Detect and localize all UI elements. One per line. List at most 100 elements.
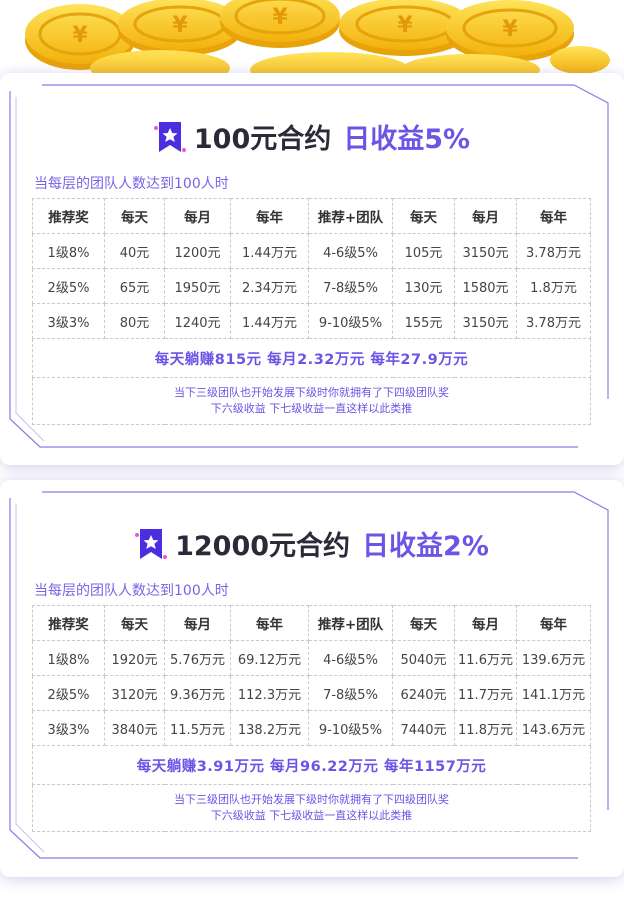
table-cell: 1级8%	[32, 233, 105, 269]
svg-text:¥: ¥	[397, 13, 413, 38]
note-line: 当下三级团队也开始发展下级时你就拥有了下四级团队奖	[174, 793, 449, 806]
table-header-cell: 推荐+团队	[308, 605, 393, 641]
note-row: 当下三级团队也开始发展下级时你就拥有了下四级团队奖 下六级收益 下七级收益一直这…	[32, 784, 591, 832]
svg-text:¥: ¥	[172, 13, 188, 38]
star-bookmark-icon	[153, 121, 186, 152]
table-cell: 112.3万元	[230, 675, 309, 711]
table-cell: 1.8万元	[516, 268, 591, 304]
plan-condition: 当每层的团队人数达到100人时	[34, 583, 229, 599]
table-cell: 2级5%	[32, 268, 105, 304]
table-row: 2级5% 65元 1950元 2.34万元 7-8级5% 130元 1580元 …	[32, 268, 591, 304]
plan-title: 12000元合约	[175, 531, 351, 562]
table-cell: 1240元	[164, 303, 231, 339]
earnings-summary: 每天躺赚815元 每月2.32万元 每年27.9万元	[32, 338, 591, 378]
table-header-cell: 推荐+团队	[308, 198, 393, 234]
table-cell: 143.6万元	[516, 710, 591, 746]
earnings-note: 当下三级团队也开始发展下级时你就拥有了下四级团队奖 下六级收益 下七级收益一直这…	[32, 377, 591, 425]
table-row: 1级8% 40元 1200元 1.44万元 4-6级5% 105元 3150元 …	[32, 233, 591, 269]
table-cell: 7-8级5%	[308, 268, 393, 304]
table-header-cell: 每天	[392, 605, 455, 641]
table-header-cell: 每月	[164, 605, 231, 641]
table-cell: 11.6万元	[454, 640, 517, 676]
table-cell: 130元	[392, 268, 455, 304]
table-cell: 5.76万元	[164, 640, 231, 676]
table-cell: 1级8%	[32, 640, 105, 676]
table-cell: 3级3%	[32, 303, 105, 339]
table-header-row: 推荐奖 每天 每月 每年 推荐+团队 每天 每月 每年	[32, 198, 591, 234]
table-cell: 9.36万元	[164, 675, 231, 711]
table-header-cell: 每天	[104, 198, 165, 234]
table-cell: 3级3%	[32, 710, 105, 746]
earnings-summary: 每天躺赚3.91万元 每月96.22万元 每年1157万元	[32, 745, 591, 785]
table-cell: 40元	[104, 233, 165, 269]
star-bookmark-icon	[135, 528, 168, 559]
table-cell: 3.78万元	[516, 303, 591, 339]
table-cell: 5040元	[392, 640, 455, 676]
table-cell: 7-8级5%	[308, 675, 393, 711]
svg-text:¥: ¥	[272, 5, 288, 30]
table-cell: 141.1万元	[516, 675, 591, 711]
table-cell: 7440元	[392, 710, 455, 746]
table-header-cell: 每月	[164, 198, 231, 234]
table-header-cell: 每年	[516, 605, 591, 641]
table-header-cell: 每年	[516, 198, 591, 234]
table-row: 1级8% 1920元 5.76万元 69.12万元 4-6级5% 5040元 1…	[32, 640, 591, 676]
table-cell: 1200元	[164, 233, 231, 269]
svg-text:¥: ¥	[72, 23, 88, 48]
note-line: 下六级收益 下七级收益一直这样以此类推	[210, 402, 413, 415]
table-cell: 3840元	[104, 710, 165, 746]
table-header-row: 推荐奖 每天 每月 每年 推荐+团队 每天 每月 每年	[32, 605, 591, 641]
table-header-cell: 推荐奖	[32, 198, 105, 234]
table-cell: 80元	[104, 303, 165, 339]
table-cell: 155元	[392, 303, 455, 339]
earnings-table: 推荐奖 每天 每月 每年 推荐+团队 每天 每月 每年 1级8% 1920元 5…	[32, 605, 591, 832]
table-cell: 11.5万元	[164, 710, 231, 746]
summary-row: 每天躺赚3.91万元 每月96.22万元 每年1157万元	[32, 745, 591, 785]
table-header-cell: 每月	[454, 605, 517, 641]
earnings-note: 当下三级团队也开始发展下级时你就拥有了下四级团队奖 下六级收益 下七级收益一直这…	[32, 784, 591, 832]
table-cell: 4-6级5%	[308, 640, 393, 676]
plan-header: 12000元合约 日收益2%	[0, 524, 624, 563]
summary-row: 每天躺赚815元 每月2.32万元 每年27.9万元	[32, 338, 591, 378]
plan-condition: 当每层的团队人数达到100人时	[34, 176, 229, 192]
table-cell: 1580元	[454, 268, 517, 304]
plan-daily-rate: 日收益2%	[362, 531, 489, 562]
table-cell: 65元	[104, 268, 165, 304]
table-cell: 139.6万元	[516, 640, 591, 676]
plan-header: 100元合约 日收益5%	[0, 117, 624, 156]
table-cell: 11.8万元	[454, 710, 517, 746]
table-cell: 1.44万元	[230, 303, 309, 339]
table-cell: 1.44万元	[230, 233, 309, 269]
table-cell: 69.12万元	[230, 640, 309, 676]
note-line: 下六级收益 下七级收益一直这样以此类推	[210, 809, 413, 822]
table-row: 2级5% 3120元 9.36万元 112.3万元 7-8级5% 6240元 1…	[32, 675, 591, 711]
table-cell: 105元	[392, 233, 455, 269]
table-cell: 9-10级5%	[308, 710, 393, 746]
note-row: 当下三级团队也开始发展下级时你就拥有了下四级团队奖 下六级收益 下七级收益一直这…	[32, 377, 591, 425]
note-line: 当下三级团队也开始发展下级时你就拥有了下四级团队奖	[174, 386, 449, 399]
table-cell: 3.78万元	[516, 233, 591, 269]
plan-card-12000: 12000元合约 日收益2% 当每层的团队人数达到100人时 推荐奖 每天 每月…	[0, 480, 624, 877]
table-cell: 3120元	[104, 675, 165, 711]
table-cell: 2.34万元	[230, 268, 309, 304]
table-header-cell: 每年	[230, 605, 309, 641]
table-cell: 138.2万元	[230, 710, 309, 746]
table-header-cell: 每年	[230, 198, 309, 234]
table-header-cell: 每天	[104, 605, 165, 641]
table-cell: 4-6级5%	[308, 233, 393, 269]
table-cell: 1950元	[164, 268, 231, 304]
plan-title: 100元合约	[193, 124, 332, 155]
table-header-cell: 每天	[392, 198, 455, 234]
table-cell: 1920元	[104, 640, 165, 676]
plan-card-100: 100元合约 日收益5% 当每层的团队人数达到100人时 推荐奖 每天 每月 每…	[0, 73, 624, 465]
plan-daily-rate: 日收益5%	[343, 124, 471, 155]
svg-text:¥: ¥	[502, 17, 518, 42]
table-row: 3级3% 80元 1240元 1.44万元 9-10级5% 155元 3150元…	[32, 303, 591, 339]
table-cell: 3150元	[454, 233, 517, 269]
table-cell: 11.7万元	[454, 675, 517, 711]
table-row: 3级3% 3840元 11.5万元 138.2万元 9-10级5% 7440元 …	[32, 710, 591, 746]
earnings-table: 推荐奖 每天 每月 每年 推荐+团队 每天 每月 每年 1级8% 40元 120…	[32, 198, 591, 425]
table-cell: 3150元	[454, 303, 517, 339]
table-header-cell: 每月	[454, 198, 517, 234]
table-cell: 6240元	[392, 675, 455, 711]
